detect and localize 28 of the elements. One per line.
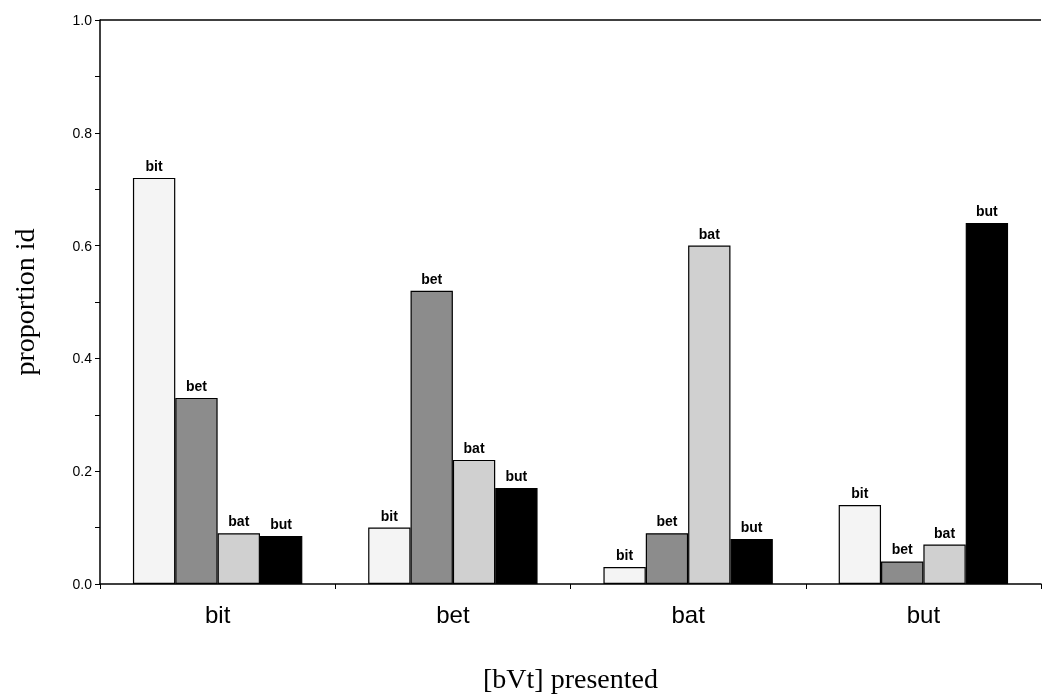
y-tick-label: 1.0: [72, 12, 93, 28]
y-axis-title: proportion id: [8, 228, 40, 376]
series-label: but: [976, 203, 999, 220]
y-tick-label: 0.4: [72, 350, 93, 367]
text: bet: [656, 513, 678, 530]
x-tick-label: bit: [204, 600, 231, 628]
text: bat: [228, 513, 250, 530]
y-tick-label: 0.6: [72, 237, 93, 254]
series-label: bet: [891, 541, 914, 558]
text: bat: [934, 524, 956, 541]
series-label: bat: [463, 439, 485, 456]
text: but: [740, 518, 763, 535]
y-tick-label: 0.0: [72, 576, 93, 592]
text: bet: [185, 377, 207, 394]
y-tick-label: 0.2: [72, 463, 93, 480]
text: bit: [380, 507, 398, 524]
text: bet: [421, 270, 443, 287]
x-tick-label: bat: [671, 600, 706, 628]
text: but: [505, 468, 528, 485]
x-tick-label: but: [906, 600, 941, 628]
text: bat: [698, 225, 720, 242]
series-label: bit: [616, 547, 634, 564]
text: bit: [851, 485, 869, 502]
text: bit: [145, 157, 163, 174]
y-tick-label: 0.8: [72, 124, 93, 141]
x-axis-title: [bVt] presented: [483, 662, 658, 694]
text: but: [270, 516, 293, 533]
x-tick-label: bet: [436, 600, 470, 628]
